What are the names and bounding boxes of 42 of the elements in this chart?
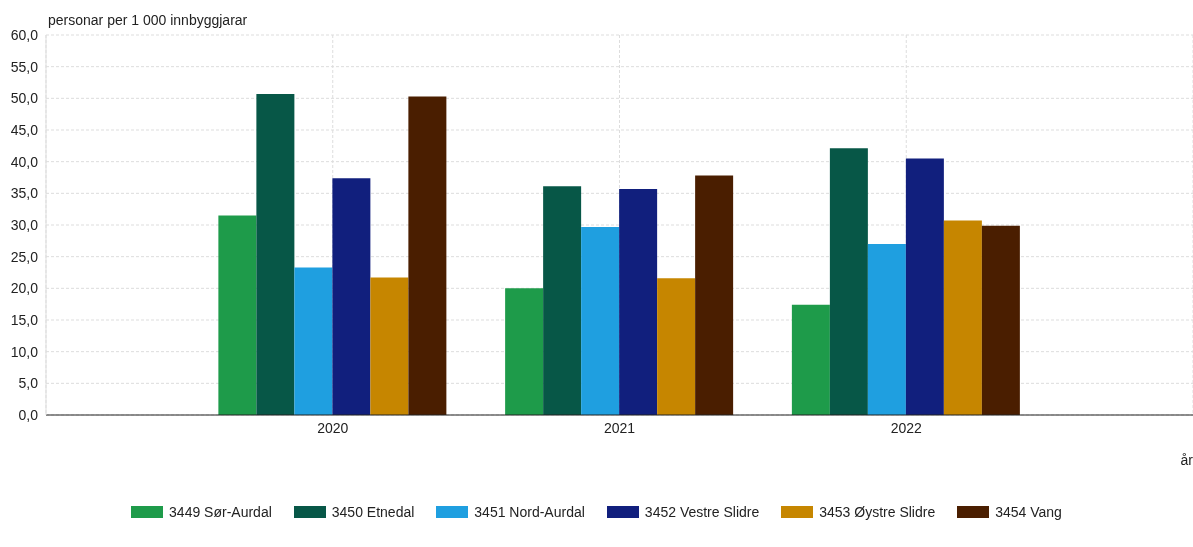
x-tick-label: 2020	[317, 419, 349, 436]
y-tick-label: 35,0	[10, 185, 39, 202]
bar	[543, 186, 582, 415]
y-tick-label: 40,0	[10, 153, 39, 170]
y-tick-label: 30,0	[10, 216, 39, 233]
bar	[943, 220, 982, 415]
bar	[619, 188, 658, 415]
y-tick-label: 10,0	[10, 343, 39, 360]
bar	[332, 178, 371, 415]
y-tick-label: 0,0	[18, 406, 39, 423]
y-tick-label: 60,0	[10, 26, 39, 43]
bar	[218, 215, 257, 415]
legend-label: 3451 Nord-Aurdal	[474, 504, 585, 520]
bar	[256, 93, 295, 415]
y-tick-label: 45,0	[10, 121, 39, 138]
x-tick-label: 2022	[890, 419, 923, 436]
y-axis-title: personar per 1 000 innbyggjarar	[48, 12, 248, 28]
bar	[370, 277, 409, 415]
bar	[981, 225, 1020, 415]
y-tick-label: 15,0	[10, 311, 39, 328]
x-axis-title: år	[1180, 452, 1193, 468]
bar	[791, 304, 830, 415]
bar	[657, 278, 696, 415]
y-tick-label: 20,0	[10, 280, 39, 297]
bar	[408, 96, 447, 415]
y-tick-label: 25,0	[10, 248, 39, 265]
bar	[867, 244, 906, 415]
legend-label: 3450 Etnedal	[331, 504, 415, 520]
legend-label: 3454 Vang	[995, 504, 1062, 520]
x-tick-label: 2021	[603, 419, 636, 436]
legend-label: 3453 Øystre Slidre	[819, 504, 936, 520]
bar	[695, 175, 734, 415]
y-tick-label: 55,0	[10, 58, 39, 75]
y-tick-label: 50,0	[10, 90, 39, 107]
y-tick-label: 5,0	[18, 375, 39, 392]
legend-label: 3449 Sør-Aurdal	[169, 504, 272, 520]
bar	[505, 288, 544, 415]
bar	[294, 267, 333, 415]
bar	[905, 158, 944, 415]
legend-label: 3452 Vestre Slidre	[644, 504, 760, 520]
bar	[829, 148, 868, 415]
bar	[581, 226, 620, 415]
